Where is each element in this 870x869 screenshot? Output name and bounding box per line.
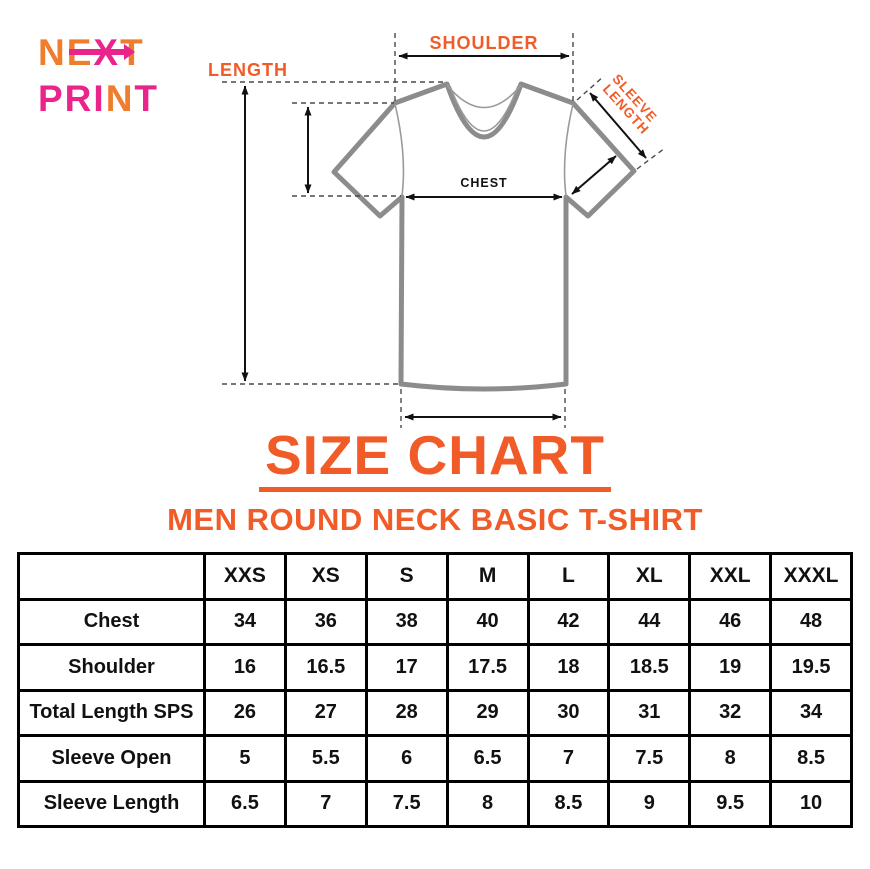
measurement-cell: 46 [688,597,773,646]
size-column-header: M [445,552,530,601]
measurement-cell: 6.5 [203,779,287,828]
measurement-cell: 44 [607,597,692,646]
measurement-cell: 26 [203,688,287,737]
tshirt-outline [331,81,637,392]
title-block: SIZE CHART [0,428,870,492]
measurement-cell: 30 [526,688,611,737]
measurement-cell: 7.5 [364,779,449,828]
measurement-cell: 6.5 [445,734,530,783]
size-column-header: XL [607,552,692,601]
measurement-cell: 17 [364,643,449,692]
measurement-cell: 27 [283,688,368,737]
size-table: XXS XS S M L XL XXL XXXL Chest 34 36 38 40 42 44 46 48 S… [17,552,853,828]
measurement-cell: 8 [445,779,530,828]
measurement-cell: 36 [283,597,368,646]
row-label: Shoulder [17,643,206,692]
size-column-header: XS [283,552,368,601]
sleeve-length-arrow [589,92,647,159]
measurement-cell: 19 [688,643,773,692]
subtitle-block: MEN ROUND NECK BASIC T-SHIRT [0,502,870,538]
logo-text: N [105,78,135,119]
measurement-cell: 5.5 [283,734,368,783]
logo-text: T [134,78,160,119]
measurement-cell: 7 [283,779,368,828]
sleeve-open-arrow [571,155,617,195]
measurement-cell: 48 [769,597,853,646]
measurement-cell: 16 [203,643,287,692]
page-title: SIZE CHART [259,428,611,492]
row-label: Chest [17,597,206,646]
table-row: Sleeve Open 5 5.5 6 6.5 7 7.5 8 8.5 [17,734,853,783]
measurement-cell: 42 [526,597,611,646]
measurement-cell: 9.5 [688,779,773,828]
measurement-cell: 19.5 [769,643,853,692]
guide-dashed-line [576,75,605,101]
armhole-seam [394,103,405,197]
measurement-cell: 10 [769,779,853,828]
page-subtitle: MEN ROUND NECK BASIC T-SHIRT [167,502,703,537]
collar-seam [446,84,522,109]
measurement-cell: 8 [688,734,773,783]
table-row: Shoulder 16 16.5 17 17.5 18 18.5 19 19.5 [17,643,853,692]
measurement-cell: 7.5 [607,734,692,783]
logo-text: PRI [38,78,106,119]
shoulder-label: SHOULDER [429,33,538,53]
measurement-cell: 34 [769,688,853,737]
armhole-seam [563,103,574,197]
measurement-cell: 16.5 [283,643,368,692]
tshirt-measurement-diagram: SHOULDER LENGTH CHEST SLEEVE LENGTH [208,33,666,428]
corner-empty-cell [17,552,206,601]
table-row: Chest 34 36 38 40 42 44 46 48 [17,597,853,646]
next-print-logo: NEXT PRINT [38,34,159,117]
length-label: LENGTH [208,60,288,80]
sleeve-length-label: SLEEVE LENGTH [599,71,663,138]
chest-label: CHEST [460,176,507,190]
size-table-header-row: XXS XS S M L XL XXL XXXL [17,552,853,601]
row-label: Total Length SPS [17,688,206,737]
table-row: Sleeve Length 6.5 7 7.5 8 8.5 9 9.5 10 [17,779,853,828]
measurement-cell: 9 [607,779,692,828]
measurement-cell: 17.5 [445,643,530,692]
measurement-cell: 29 [445,688,530,737]
measurement-cell: 8.5 [526,779,611,828]
size-column-header: XXXL [769,552,853,601]
size-column-header: S [364,552,449,601]
size-column-header: XXL [688,552,773,601]
guide-dashed-line [636,147,666,170]
row-label: Sleeve Length [17,779,206,828]
size-column-header: XXS [203,552,287,601]
table-row: Total Length SPS 26 27 28 29 30 31 32 34 [17,688,853,737]
measurement-cell: 8.5 [769,734,853,783]
logo-arrow-icon [69,44,135,60]
measurement-cell: 34 [203,597,287,646]
measurement-cell: 32 [688,688,773,737]
measurement-cell: 18 [526,643,611,692]
measurement-cell: 5 [203,734,287,783]
measurement-cell: 6 [364,734,449,783]
measurement-cell: 40 [445,597,530,646]
measurement-cell: 28 [364,688,449,737]
logo-word-print: PRINT [38,80,159,117]
collar-seam [449,85,519,132]
measurement-cell: 18.5 [607,643,692,692]
measurement-cell: 38 [364,597,449,646]
measurement-cell: 31 [607,688,692,737]
size-column-header: L [526,552,611,601]
measurement-cell: 7 [526,734,611,783]
row-label: Sleeve Open [17,734,206,783]
size-table-container: XXS XS S M L XL XXL XXXL Chest 34 36 38 40 42 44 46 48 S… [17,552,853,828]
